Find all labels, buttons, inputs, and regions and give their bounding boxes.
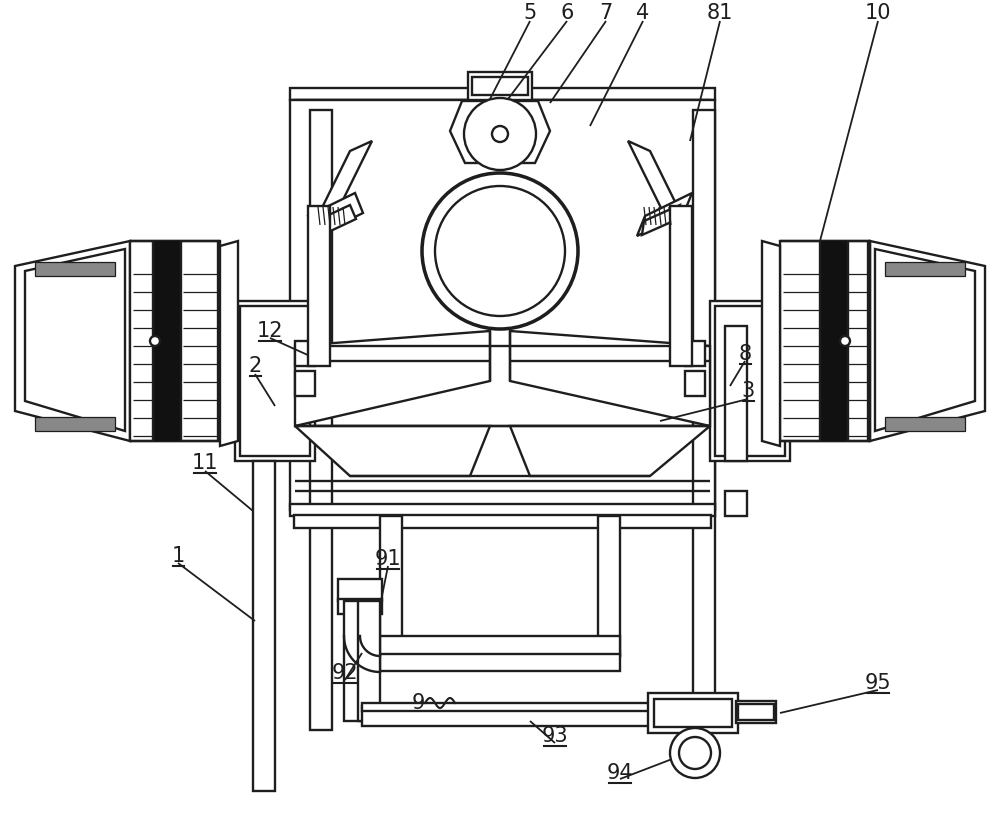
Bar (240, 306, 310, 456)
Text: 12: 12 (257, 321, 283, 341)
Circle shape (464, 98, 536, 170)
Bar (685, 371, 705, 396)
Bar (358, 601, 380, 721)
Bar (235, 301, 315, 461)
Bar (468, 72, 532, 100)
Text: 3: 3 (741, 381, 755, 401)
Polygon shape (316, 205, 356, 235)
Bar (253, 461, 275, 791)
Circle shape (492, 126, 508, 142)
Text: 81: 81 (707, 3, 733, 23)
Bar (380, 516, 402, 656)
Bar (362, 703, 652, 711)
Bar (35, 262, 115, 276)
Text: 5: 5 (523, 3, 537, 23)
Bar (820, 241, 848, 441)
Circle shape (670, 728, 720, 778)
Bar (362, 706, 652, 726)
Bar (35, 417, 115, 431)
Bar (308, 206, 330, 366)
Circle shape (679, 737, 711, 769)
Bar (736, 701, 776, 723)
Circle shape (840, 336, 850, 346)
Bar (295, 371, 315, 396)
Bar (648, 693, 738, 733)
Bar (738, 704, 774, 720)
Bar (295, 341, 315, 366)
Polygon shape (308, 193, 363, 236)
Text: 1: 1 (171, 546, 185, 566)
Bar (344, 601, 366, 721)
Bar (290, 88, 715, 100)
Bar (685, 341, 705, 366)
Circle shape (150, 336, 160, 346)
Text: 4: 4 (636, 3, 650, 23)
Circle shape (435, 186, 565, 316)
Bar (290, 100, 715, 510)
Text: 9: 9 (411, 693, 425, 713)
Bar (780, 241, 870, 441)
Text: 11: 11 (192, 453, 218, 473)
Bar (670, 206, 692, 366)
Text: 2: 2 (248, 356, 262, 376)
Bar (380, 654, 620, 671)
Bar (338, 599, 382, 614)
Bar (693, 110, 715, 730)
Polygon shape (510, 426, 710, 476)
Text: 8: 8 (738, 344, 752, 364)
Text: 92: 92 (332, 663, 358, 683)
Polygon shape (642, 205, 680, 235)
Bar (294, 515, 711, 528)
Bar (725, 491, 747, 516)
Bar (710, 301, 790, 461)
Text: 94: 94 (607, 763, 633, 783)
Text: 93: 93 (542, 726, 568, 746)
Bar (725, 326, 747, 461)
Polygon shape (628, 141, 687, 226)
Text: 95: 95 (865, 673, 891, 693)
Text: 10: 10 (865, 3, 891, 23)
Bar (472, 77, 528, 95)
Polygon shape (637, 193, 692, 236)
Polygon shape (875, 249, 975, 431)
Circle shape (422, 173, 578, 329)
Polygon shape (870, 241, 985, 441)
Polygon shape (220, 241, 238, 446)
Text: 6: 6 (560, 3, 574, 23)
Polygon shape (25, 249, 125, 431)
Bar (130, 241, 220, 441)
Polygon shape (762, 241, 780, 446)
Bar (380, 636, 620, 656)
Bar (715, 306, 785, 456)
Bar (153, 241, 181, 441)
Bar (885, 262, 965, 276)
Bar (310, 110, 332, 730)
Polygon shape (295, 426, 490, 476)
Polygon shape (510, 331, 710, 426)
Text: 7: 7 (599, 3, 613, 23)
Bar (598, 516, 620, 656)
Polygon shape (295, 331, 490, 426)
Polygon shape (313, 141, 372, 226)
Bar (295, 100, 710, 112)
Bar (654, 699, 732, 727)
Polygon shape (450, 101, 550, 163)
Bar (885, 417, 965, 431)
Bar (290, 504, 715, 516)
Polygon shape (15, 241, 130, 441)
Text: 91: 91 (375, 549, 401, 569)
Bar (338, 579, 382, 601)
